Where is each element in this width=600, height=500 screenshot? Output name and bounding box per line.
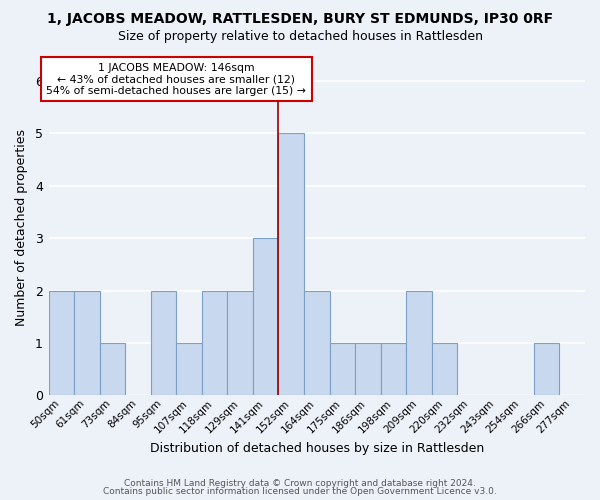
Text: Contains public sector information licensed under the Open Government Licence v3: Contains public sector information licen…: [103, 487, 497, 496]
Bar: [227, 290, 253, 396]
Text: Size of property relative to detached houses in Rattlesden: Size of property relative to detached ho…: [118, 30, 482, 43]
Bar: [355, 343, 380, 396]
Bar: [380, 343, 406, 396]
Y-axis label: Number of detached properties: Number of detached properties: [15, 129, 28, 326]
Bar: [100, 343, 125, 396]
Bar: [304, 290, 329, 396]
Bar: [74, 290, 100, 396]
Bar: [176, 343, 202, 396]
Bar: [278, 134, 304, 396]
Bar: [202, 290, 227, 396]
Text: 1 JACOBS MEADOW: 146sqm
← 43% of detached houses are smaller (12)
54% of semi-de: 1 JACOBS MEADOW: 146sqm ← 43% of detache…: [46, 62, 306, 96]
Bar: [253, 238, 278, 396]
Bar: [151, 290, 176, 396]
Bar: [329, 343, 355, 396]
Bar: [432, 343, 457, 396]
Text: Contains HM Land Registry data © Crown copyright and database right 2024.: Contains HM Land Registry data © Crown c…: [124, 478, 476, 488]
Bar: [534, 343, 559, 396]
Bar: [49, 290, 74, 396]
Bar: [406, 290, 432, 396]
X-axis label: Distribution of detached houses by size in Rattlesden: Distribution of detached houses by size …: [149, 442, 484, 455]
Text: 1, JACOBS MEADOW, RATTLESDEN, BURY ST EDMUNDS, IP30 0RF: 1, JACOBS MEADOW, RATTLESDEN, BURY ST ED…: [47, 12, 553, 26]
